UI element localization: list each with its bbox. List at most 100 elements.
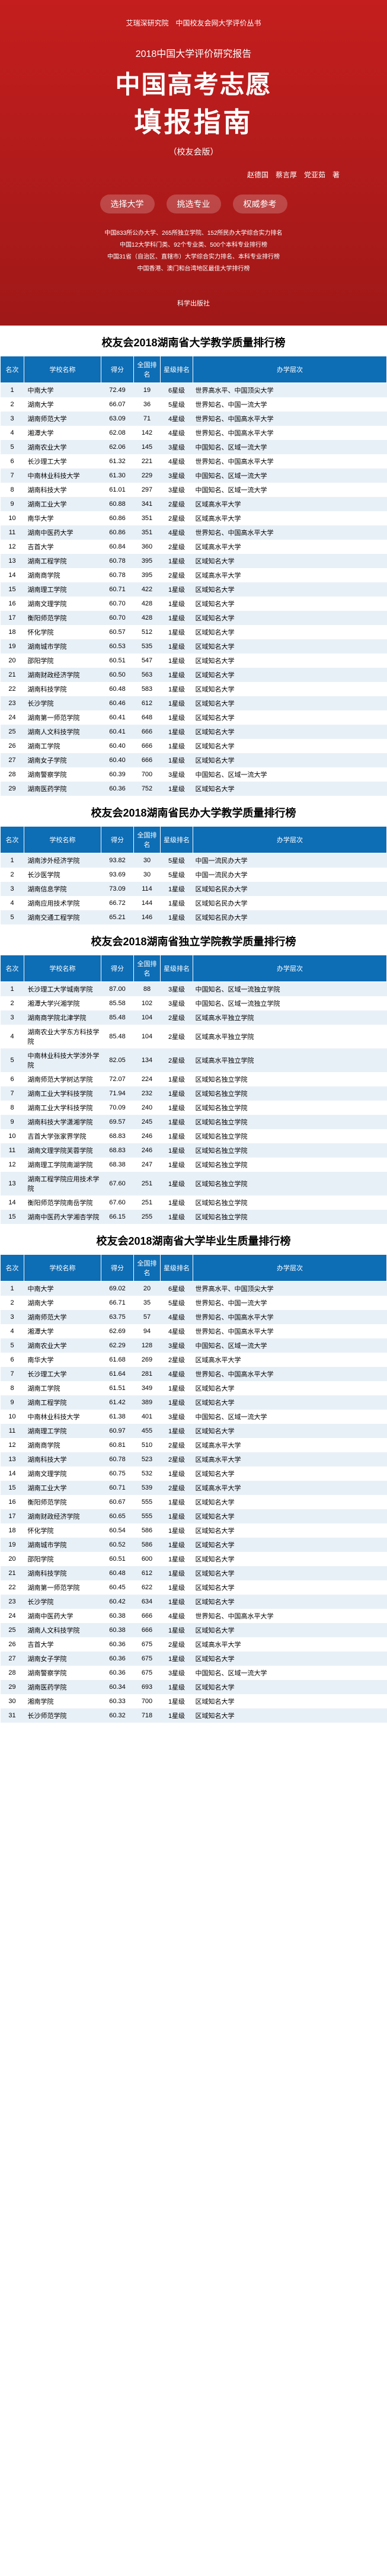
table-cell: 60.48 bbox=[101, 1566, 134, 1580]
cover-top-line: 艾瑞深研究院 中国校友会网大学评价丛书 bbox=[24, 18, 363, 28]
table-cell: 吉首大学 bbox=[24, 1637, 101, 1652]
table-row: 1湖南涉外经济学院93.82305星级中国一流民办大学 bbox=[1, 853, 387, 868]
table-cell: 22 bbox=[1, 1580, 24, 1595]
table-cell: 区域知名独立学院 bbox=[193, 1158, 387, 1172]
table-cell: 547 bbox=[134, 653, 161, 668]
table-cell: 60.36 bbox=[101, 1666, 134, 1680]
table-cell: 1星级 bbox=[161, 1595, 193, 1609]
table-cell: 湘南学院 bbox=[24, 1694, 101, 1708]
table-cell: 湖南涉外经济学院 bbox=[24, 853, 101, 868]
table-header: 得分 bbox=[101, 955, 134, 982]
table-cell: 区域知名大学 bbox=[193, 582, 387, 597]
table-row: 18怀化学院60.575121星级区域知名大学 bbox=[1, 625, 387, 639]
table-cell: 60.67 bbox=[101, 1495, 134, 1509]
table-cell: 1星级 bbox=[161, 1086, 193, 1101]
table-cell: 232 bbox=[134, 1086, 161, 1101]
table-cell: 341 bbox=[134, 497, 161, 511]
table-cell: 349 bbox=[134, 1381, 161, 1395]
table-cell: 455 bbox=[134, 1424, 161, 1438]
table-row: 5中南林业科技大学涉外学院82.051342星级区域高水平独立学院 bbox=[1, 1048, 387, 1072]
table-cell: 60.53 bbox=[101, 639, 134, 653]
table-cell: 25 bbox=[1, 725, 24, 739]
table-row: 7湖南工业大学科技学院71.942321星级区域知名独立学院 bbox=[1, 1086, 387, 1101]
table-row: 13湖南工程学院60.783951星级区域知名大学 bbox=[1, 554, 387, 568]
table-cell: 湖南工程学院应用技术学院 bbox=[24, 1172, 101, 1195]
table-cell: 1星级 bbox=[161, 1566, 193, 1580]
table-cell: 2星级 bbox=[161, 568, 193, 582]
table-cell: 246 bbox=[134, 1143, 161, 1158]
table-row: 2湖南大学66.71355星级世界知名、中国一流大学 bbox=[1, 1296, 387, 1310]
table-cell: 1 bbox=[1, 982, 24, 997]
table-cell: 61.51 bbox=[101, 1381, 134, 1395]
table-cell: 湖南女子学院 bbox=[24, 1652, 101, 1666]
table-row: 2长沙医学院93.69305星级中国一流民办大学 bbox=[1, 868, 387, 882]
table-cell: 5 bbox=[1, 1338, 24, 1353]
table-cell: 湖南文理学院 bbox=[24, 1466, 101, 1481]
table-cell: 10 bbox=[1, 1410, 24, 1424]
table-header: 名次 bbox=[1, 955, 24, 982]
table-cell: 区域知名大学 bbox=[193, 1424, 387, 1438]
table-cell: 5星级 bbox=[161, 1296, 193, 1310]
table-cell: 60.42 bbox=[101, 1595, 134, 1609]
table-row: 20邵阳学院60.515471星级区域知名大学 bbox=[1, 653, 387, 668]
table-cell: 17 bbox=[1, 611, 24, 625]
table-cell: 13 bbox=[1, 1452, 24, 1466]
table-cell: 湖南理工学院 bbox=[24, 582, 101, 597]
table-cell: 中国知名、区域一流大学 bbox=[193, 1410, 387, 1424]
table-cell: 26 bbox=[1, 1637, 24, 1652]
table-row: 7长沙理工大学61.642814星级世界知名、中国高水平大学 bbox=[1, 1367, 387, 1381]
table-header: 星级排名 bbox=[161, 356, 193, 383]
table-cell: 60.40 bbox=[101, 753, 134, 767]
table-cell: 23 bbox=[1, 1595, 24, 1609]
table-cell: 1星级 bbox=[161, 882, 193, 896]
table-cell: 世界知名、中国一流大学 bbox=[193, 397, 387, 412]
table-cell: 555 bbox=[134, 1495, 161, 1509]
table-row: 10中南林业科技大学61.384013星级中国知名、区域一流大学 bbox=[1, 1410, 387, 1424]
table-row: 18怀化学院60.545861星级区域知名大学 bbox=[1, 1523, 387, 1538]
table-cell: 区域知名大学 bbox=[193, 725, 387, 739]
table-cell: 湖南工学院 bbox=[24, 739, 101, 753]
table-cell: 长沙学院 bbox=[24, 696, 101, 710]
table-cell: 湖南工业大学科技学院 bbox=[24, 1101, 101, 1115]
table-row: 1长沙理工大学城南学院87.00883星级中国知名、区域一流独立学院 bbox=[1, 982, 387, 997]
table-cell: 1星级 bbox=[161, 1652, 193, 1666]
table-cell: 666 bbox=[134, 739, 161, 753]
table-cell: 2星级 bbox=[161, 1438, 193, 1452]
table-cell: 634 bbox=[134, 1595, 161, 1609]
table-cell: 583 bbox=[134, 682, 161, 696]
table-cell: 湘潭大学 bbox=[24, 1324, 101, 1338]
table-cell: 4星级 bbox=[161, 1324, 193, 1338]
table-cell: 10 bbox=[1, 1129, 24, 1143]
table-header: 星级排名 bbox=[161, 827, 193, 853]
table-cell: 93.82 bbox=[101, 853, 134, 868]
table-cell: 255 bbox=[134, 1210, 161, 1224]
table-cell: 1星级 bbox=[161, 710, 193, 725]
table-cell: 246 bbox=[134, 1129, 161, 1143]
table-cell: 29 bbox=[1, 1680, 24, 1694]
table-cell: 邵阳学院 bbox=[24, 653, 101, 668]
table-cell: 区域知名独立学院 bbox=[193, 1195, 387, 1210]
table-cell: 5 bbox=[1, 1048, 24, 1072]
table-cell: 1 bbox=[1, 383, 24, 398]
table-cell: 60.65 bbox=[101, 1509, 134, 1523]
table-cell: 675 bbox=[134, 1637, 161, 1652]
table-cell: 世界知名、中国高水平大学 bbox=[193, 426, 387, 440]
table-cell: 24 bbox=[1, 710, 24, 725]
table-cell: 湖南女子学院 bbox=[24, 753, 101, 767]
table-row: 14衡阳师范学院南岳学院67.602511星级区域知名独立学院 bbox=[1, 1195, 387, 1210]
table-cell: 1星级 bbox=[161, 1395, 193, 1410]
table-cell: 区域知名大学 bbox=[193, 1523, 387, 1538]
table-cell: 1星级 bbox=[161, 597, 193, 611]
table-cell: 区域高水平大学 bbox=[193, 1438, 387, 1452]
table-cell: 3星级 bbox=[161, 767, 193, 782]
table-cell: 19 bbox=[1, 1538, 24, 1552]
table-cell: 湖南工程学院 bbox=[24, 1395, 101, 1410]
table-row: 4湖南农业大学东方科技学院85.481042星级区域高水平独立学院 bbox=[1, 1025, 387, 1048]
table-cell: 世界知名、中国高水平大学 bbox=[193, 1324, 387, 1338]
table-cell: 9 bbox=[1, 1395, 24, 1410]
table-cell: 134 bbox=[134, 1048, 161, 1072]
table-cell: 湖南工程学院 bbox=[24, 554, 101, 568]
table-cell: 中国知名、区域一流大学 bbox=[193, 1666, 387, 1680]
table-cell: 湖南中医药大学湘杏学院 bbox=[24, 1210, 101, 1224]
table-cell: 16 bbox=[1, 1495, 24, 1509]
